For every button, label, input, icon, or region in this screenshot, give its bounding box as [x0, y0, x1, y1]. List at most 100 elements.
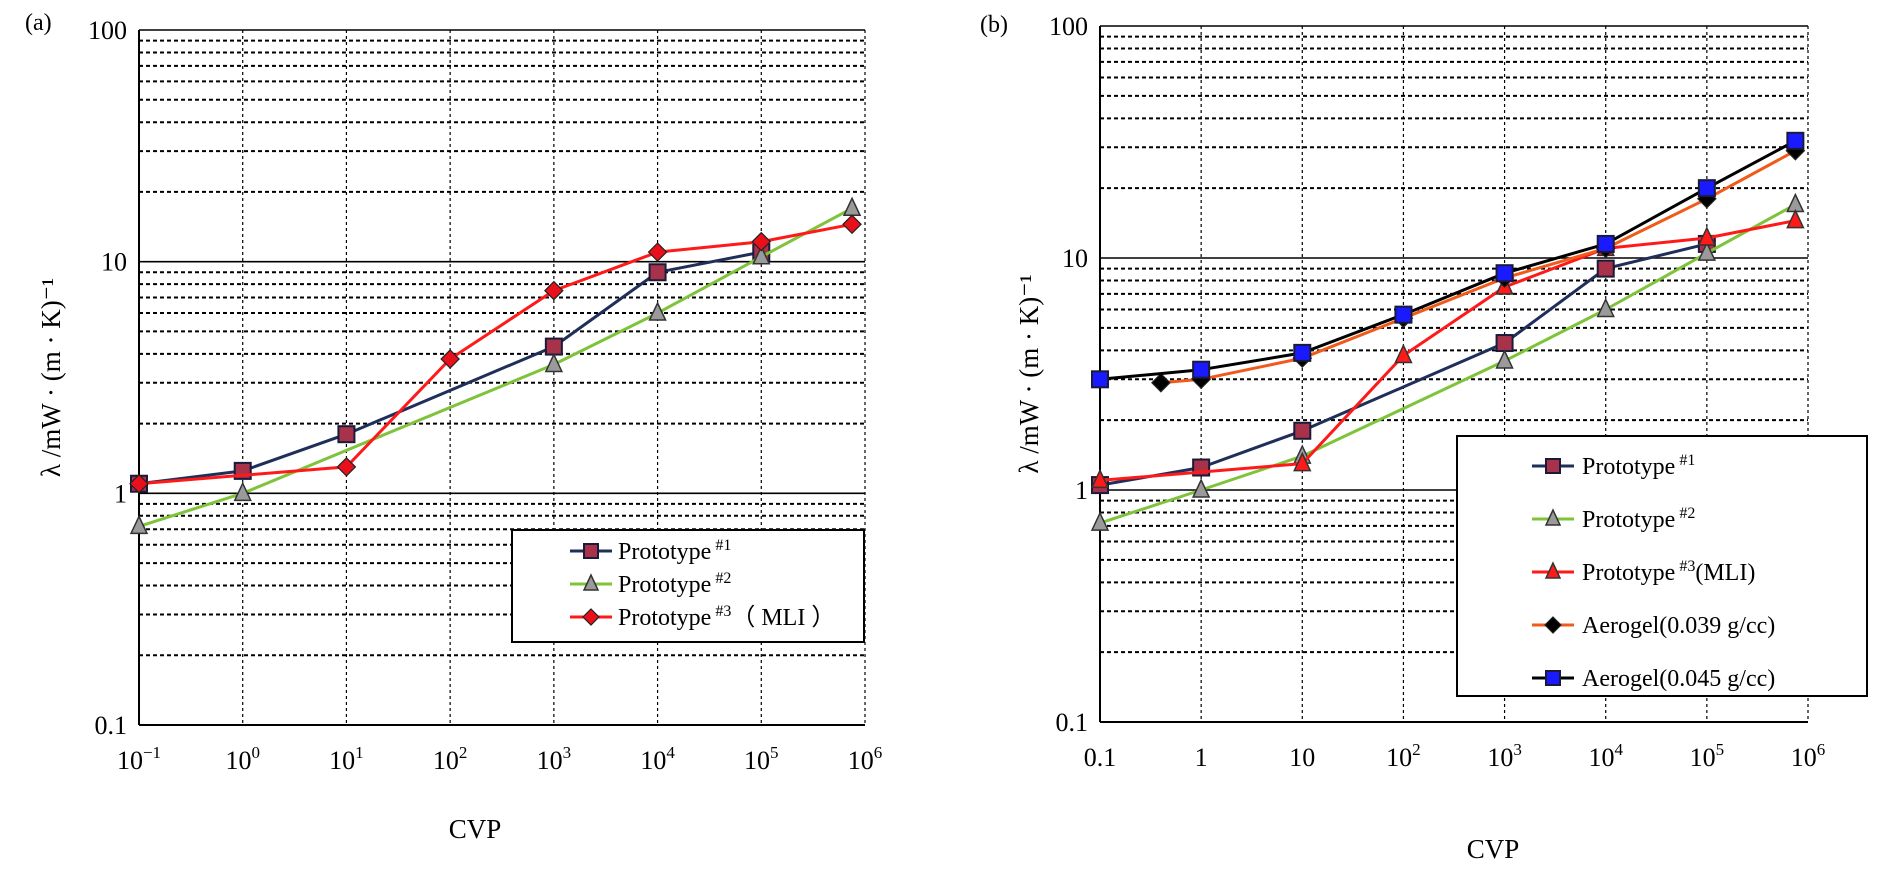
data-point — [582, 573, 600, 591]
data-point — [1545, 670, 1561, 686]
data-point — [337, 425, 356, 444]
data-point — [842, 196, 862, 217]
data-point — [1293, 421, 1312, 440]
x-axis-title: CVP — [1467, 834, 1520, 864]
legend-label: Prototype #2 — [1582, 505, 1695, 533]
data-point — [233, 481, 252, 502]
data-point — [752, 244, 771, 265]
data-point — [1191, 478, 1211, 498]
legend-entry: Aerogel(0.045 g/cc) — [1532, 666, 1775, 692]
y-tick-label: 10 — [1062, 244, 1088, 273]
data-point — [647, 242, 668, 262]
data-point — [1293, 451, 1312, 472]
data-point — [1151, 372, 1171, 393]
data-point — [751, 231, 772, 252]
data-point — [1293, 343, 1312, 362]
x-tick-label: 10 — [1289, 743, 1315, 772]
x-tick-label: 101 — [329, 743, 364, 775]
data-point — [582, 608, 600, 626]
x-tick-label: 102 — [433, 743, 468, 775]
data-point — [1495, 264, 1514, 283]
data-point — [1697, 241, 1717, 261]
x-tick-label: 105 — [1690, 740, 1725, 772]
data-series — [129, 214, 862, 494]
legend-label: Aerogel(0.039 g/cc) — [1582, 613, 1775, 639]
data-point — [1596, 234, 1615, 253]
data-point — [1545, 458, 1561, 474]
panel-label: (b) — [980, 12, 1008, 38]
legend-box — [511, 529, 865, 643]
data-point — [1544, 508, 1562, 526]
data-series — [1091, 234, 1716, 495]
x-tick-label: 103 — [537, 743, 572, 775]
data-point — [842, 214, 862, 235]
y-axis-title: λ /mW · (m · K)⁻¹ — [1014, 274, 1044, 473]
data-point — [544, 352, 564, 373]
data-point — [1394, 305, 1413, 324]
data-point — [1091, 370, 1109, 389]
x-tick-label: 106 — [1791, 740, 1826, 772]
x-tick-label: 10−1 — [117, 743, 161, 775]
data-point — [1697, 226, 1717, 246]
legend-label: Aerogel(0.045 g/cc) — [1582, 666, 1775, 692]
y-tick-label: 0.1 — [1056, 708, 1089, 737]
y-tick-label: 100 — [88, 16, 127, 45]
data-series — [129, 196, 862, 535]
y-tick-label: 1 — [1075, 476, 1088, 505]
x-tick-label: 100 — [225, 743, 260, 775]
y-tick-label: 0.1 — [95, 711, 128, 740]
data-point — [648, 263, 667, 282]
data-point — [1394, 343, 1413, 364]
data-point — [1544, 616, 1562, 634]
x-tick-label: 104 — [640, 743, 675, 775]
series-line — [1160, 149, 1797, 385]
x-tick-label: 102 — [1386, 740, 1421, 772]
data-point — [336, 457, 357, 477]
x-tick-label: 104 — [1588, 740, 1623, 772]
legend-entry: Prototype #2 — [1532, 505, 1695, 533]
data-point — [1090, 468, 1110, 489]
x-axis-title: CVP — [449, 814, 502, 844]
data-series — [1091, 131, 1805, 389]
series-line — [138, 206, 853, 528]
data-point — [1786, 208, 1805, 229]
series-line — [138, 250, 762, 486]
legend-entry: Prototype #3(MLI) — [1532, 558, 1755, 586]
data-point — [544, 337, 563, 356]
data-point — [1090, 511, 1110, 531]
data-point — [1495, 349, 1514, 369]
data-point — [129, 473, 149, 494]
chart-panel-b: 0.1 1 10 100 0.1 1 10 102 103 104 105 106 (b) CVP λ /m… — [980, 12, 1868, 864]
y-tick-label: 10 — [101, 248, 127, 277]
chart-panel-a: 0.1 1 10 100 10−1 100 101 102 103 104 105 106 (a) CVP… — [25, 10, 882, 844]
x-tick-label: 0.1 — [1084, 743, 1117, 772]
legend-entry: Aerogel(0.039 g/cc) — [1532, 613, 1775, 639]
legend-label: Prototype #3(MLI) — [1582, 558, 1755, 586]
x-tick-label: 105 — [744, 743, 779, 775]
data-point — [1544, 561, 1562, 579]
x-tick-label: 103 — [1487, 740, 1522, 772]
data-point — [1192, 360, 1211, 379]
legend-box — [1456, 435, 1868, 697]
series-line — [1099, 139, 1797, 381]
series-line — [1099, 242, 1708, 487]
x-tick-label: 106 — [848, 743, 883, 775]
data-point — [583, 543, 599, 559]
data-point — [129, 514, 149, 535]
data-point — [440, 349, 460, 369]
data-point — [1596, 259, 1615, 278]
data-point — [648, 301, 667, 321]
data-point — [544, 280, 564, 301]
x-tick-label: 1 — [1195, 743, 1208, 772]
data-point — [1697, 179, 1716, 198]
data-point — [1495, 334, 1514, 353]
data-point — [1596, 297, 1615, 318]
panel-label: (a) — [25, 10, 52, 36]
y-tick-label: 1 — [114, 479, 127, 508]
y-tick-label: 100 — [1049, 12, 1088, 41]
data-point — [1786, 131, 1805, 150]
y-axis-title: λ /mW · (m · K)⁻¹ — [36, 278, 66, 477]
